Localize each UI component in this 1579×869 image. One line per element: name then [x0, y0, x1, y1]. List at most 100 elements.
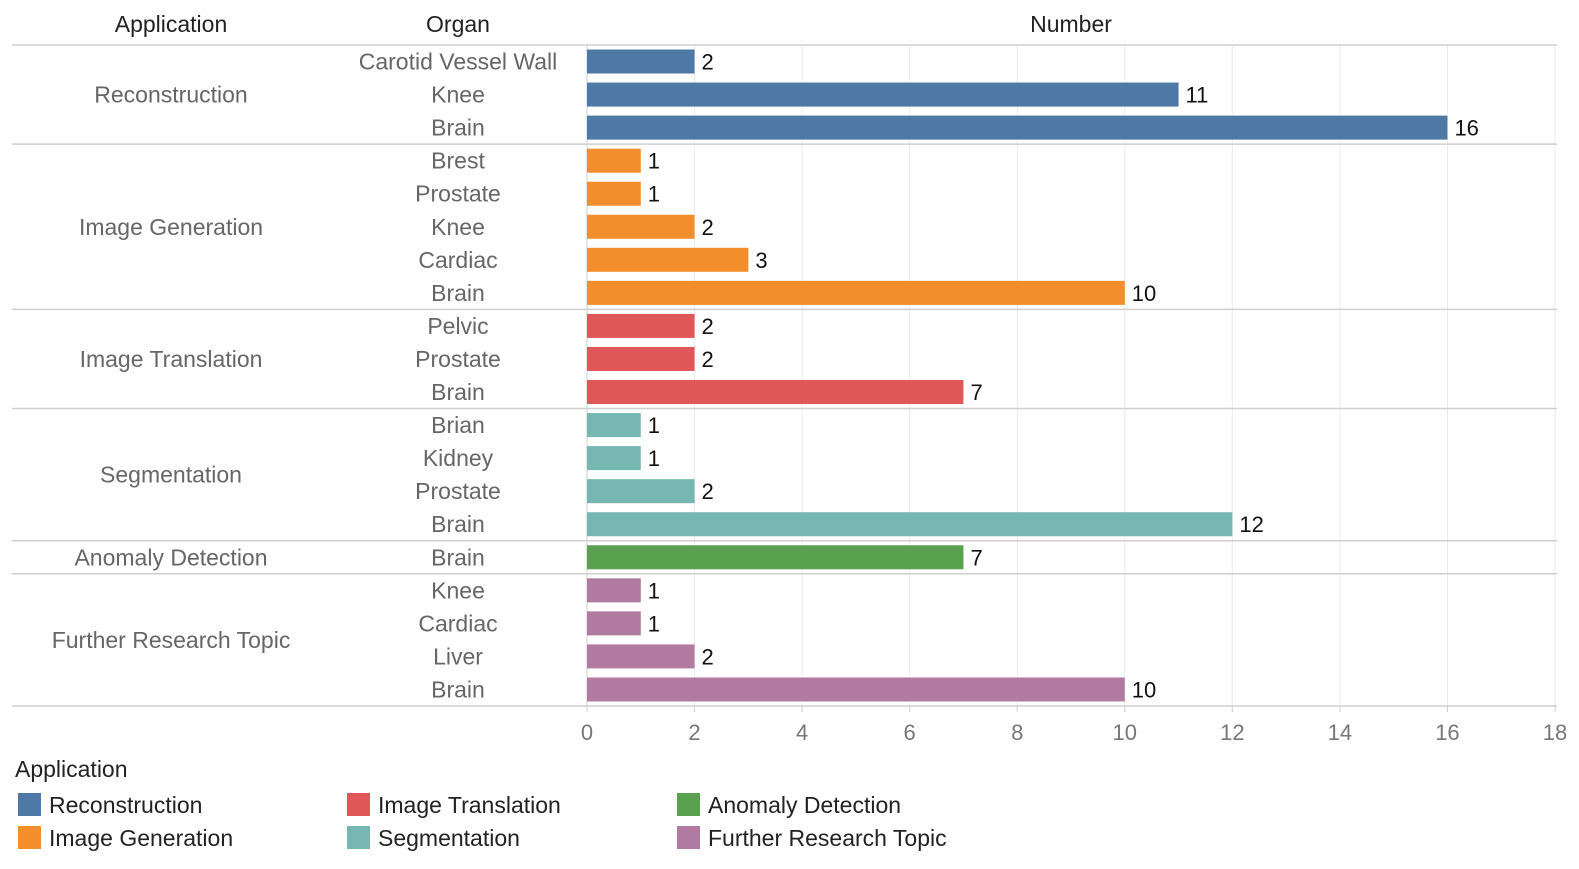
legend-swatch: [347, 793, 370, 816]
organ-label: Brain: [431, 379, 485, 405]
bar: [587, 49, 695, 74]
organ-label: Knee: [431, 82, 485, 108]
organ-label: Brian: [431, 412, 485, 438]
bar-value-label: 1: [648, 611, 660, 636]
legend-swatch: [677, 793, 700, 816]
organ-label: Kidney: [423, 445, 494, 471]
x-tick-label: 16: [1435, 720, 1459, 745]
bar: [587, 148, 641, 173]
organ-label: Pelvic: [427, 313, 488, 339]
bar: [587, 346, 695, 371]
bar-value-label: 7: [970, 545, 982, 570]
bar-value-label: 2: [702, 479, 714, 504]
bar-value-label: 3: [755, 248, 767, 273]
legend-title: Application: [15, 756, 128, 782]
bar-value-label: 2: [702, 314, 714, 339]
x-axis: 0 2 4 6 8 10 12 14 16 18: [581, 706, 1567, 745]
organ-label: Brain: [431, 115, 485, 141]
x-tick-label: 12: [1220, 720, 1244, 745]
bar-value-label: 2: [702, 644, 714, 669]
organ-label: Carotid Vessel Wall: [359, 49, 558, 75]
gridlines: [586, 45, 1556, 706]
bar: [587, 115, 1448, 140]
legend-swatch: [18, 826, 41, 849]
chart-headers: Application Organ Number: [115, 11, 1113, 37]
organ-label: Cardiac: [418, 610, 497, 636]
bar-value-label: 1: [648, 413, 660, 438]
legend-label: Further Research Topic: [708, 825, 947, 851]
organ-label: Knee: [431, 214, 485, 240]
bar: [587, 280, 1125, 305]
legend-label: Segmentation: [378, 825, 520, 851]
header-number: Number: [1030, 11, 1112, 37]
bar: [587, 181, 641, 206]
bar: [587, 214, 695, 239]
x-tick-label: 14: [1328, 720, 1352, 745]
organ-label: Prostate: [415, 181, 501, 207]
application-label: Reconstruction: [94, 82, 247, 108]
x-tick-label: 6: [904, 720, 916, 745]
bar-value-label: 10: [1132, 281, 1156, 306]
bar: [587, 479, 695, 504]
bar: [587, 313, 695, 338]
row-labels: Reconstruction Carotid Vessel Wall Knee Bra…: [52, 49, 558, 703]
bar: [587, 413, 641, 438]
bar-value-label: 2: [702, 347, 714, 372]
x-tick-label: 18: [1543, 720, 1567, 745]
organ-label: Knee: [431, 577, 485, 603]
group-separators: [12, 44, 1557, 707]
x-tick-label: 8: [1011, 720, 1023, 745]
organ-label: Brain: [431, 280, 485, 306]
organ-label: Brain: [431, 544, 485, 570]
organ-label: Brain: [431, 511, 485, 537]
bar: [587, 380, 964, 405]
bar: [587, 512, 1233, 537]
legend-swatch: [18, 793, 41, 816]
legend-swatch: [347, 826, 370, 849]
legend-label: Image Generation: [49, 825, 233, 851]
bar-value-label: 11: [1186, 83, 1209, 108]
organ-label: Prostate: [415, 346, 501, 372]
bar-value-label: 12: [1239, 512, 1263, 537]
bar: [587, 82, 1179, 107]
application-label: Anomaly Detection: [74, 544, 267, 570]
bar: [587, 247, 749, 272]
bar: [587, 578, 641, 603]
bar-value-label: 16: [1454, 116, 1478, 141]
header-organ: Organ: [426, 11, 490, 37]
organ-label: Brest: [431, 148, 485, 174]
organ-label: Liver: [433, 643, 483, 669]
organ-label: Prostate: [415, 478, 501, 504]
bar: [587, 611, 641, 636]
bar-value-label: 1: [648, 182, 660, 207]
bar-value-label: 2: [702, 50, 714, 75]
application-label: Further Research Topic: [52, 627, 291, 653]
bar-value-label: 1: [648, 578, 660, 603]
x-tick-label: 10: [1113, 720, 1137, 745]
application-label: Image Generation: [79, 214, 263, 240]
legend-label: Image Translation: [378, 792, 561, 818]
legend: Application Reconstruction Image Generati…: [15, 756, 947, 851]
bar: [587, 446, 641, 471]
legend-label: Reconstruction: [49, 792, 202, 818]
bar-value-label: 7: [970, 380, 982, 405]
organ-label: Cardiac: [418, 247, 497, 273]
bar: [587, 677, 1125, 702]
application-label: Segmentation: [100, 462, 242, 488]
x-tick-label: 0: [581, 720, 593, 745]
legend-label: Anomaly Detection: [708, 792, 901, 818]
x-tick-label: 4: [796, 720, 808, 745]
bar-value-label: 10: [1132, 677, 1156, 702]
bar-value-label: 1: [648, 446, 660, 471]
bar: [587, 545, 964, 570]
bar-value-label: 1: [648, 149, 660, 174]
bar: [587, 644, 695, 669]
header-application: Application: [115, 11, 228, 37]
bar-value-label: 2: [702, 215, 714, 240]
legend-swatch: [677, 826, 700, 849]
application-label: Image Translation: [80, 346, 263, 372]
x-tick-label: 2: [688, 720, 700, 745]
organ-label: Brain: [431, 676, 485, 702]
